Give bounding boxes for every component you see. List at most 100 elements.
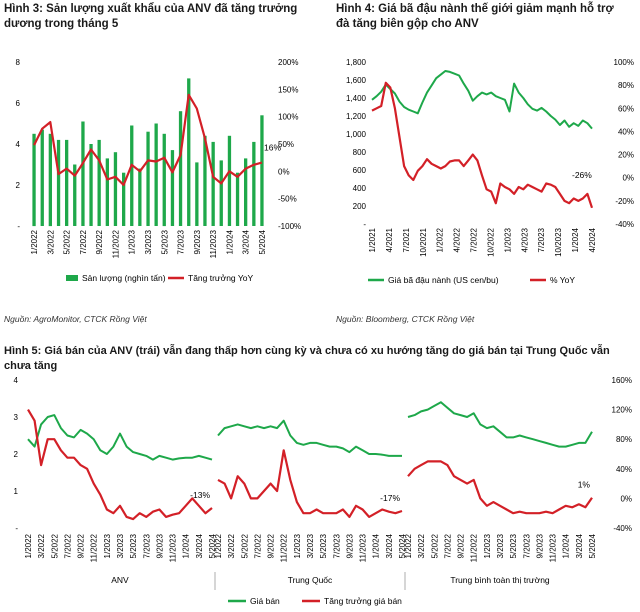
fig4-title: Hình 4: Giá bã đậu nành thế giới giảm mạ… xyxy=(336,3,614,30)
fig5-x-tick: 5/2024 xyxy=(398,533,407,558)
fig3-x-tick: 7/2023 xyxy=(177,229,186,254)
fig3-bar xyxy=(260,115,264,226)
fig4-left-tick: 1,600 xyxy=(346,76,367,85)
fig3-title: Hình 3: Sản lượng xuất khẩu của ANV đã t… xyxy=(4,3,298,30)
fig5-x-tick: 3/2024 xyxy=(195,533,204,558)
fig5-right-tick: 80% xyxy=(616,435,632,444)
fig5-x-tick: 1/2024 xyxy=(182,533,191,558)
fig3-x-tick: 11/2022 xyxy=(111,229,120,258)
fig4-x-tick: 10/2021 xyxy=(419,227,428,256)
fig5-x-tick: 3/2022 xyxy=(227,533,236,558)
fig3-right-tick: 100% xyxy=(278,113,298,122)
fig3-bar xyxy=(219,160,223,226)
fig3-bar xyxy=(40,129,44,226)
fig3-bar xyxy=(146,131,150,226)
fig3-x-tick: 9/2022 xyxy=(95,229,104,254)
fig5-x-tick: 11/2022 xyxy=(90,533,99,562)
fig5-x-tick: 11/2022 xyxy=(470,533,479,562)
fig3-bar xyxy=(130,125,134,226)
fig5-x-tick: 3/2024 xyxy=(385,533,394,558)
fig5-x-tick: 7/2023 xyxy=(142,533,151,558)
fig3-bar xyxy=(211,141,215,226)
fig5-left-tick: - xyxy=(15,524,18,533)
fig3-legend-bar-label: Sản lượng (nghìn tấn) xyxy=(82,273,166,283)
fig5-x-tick: 5/2024 xyxy=(208,533,217,558)
fig5-right-tick: -40% xyxy=(613,524,632,533)
fig4-left-tick: 1,200 xyxy=(346,112,367,121)
fig4-left-tick: 600 xyxy=(353,166,367,175)
fig4-legend-green-label: Giá bã đậu nành (US cen/bu) xyxy=(388,275,499,285)
fig4-price-line xyxy=(371,70,593,130)
fig4-left-tick: 200 xyxy=(353,202,367,211)
fig5-title: Hình 5: Giá bán của ANV (trái) vẫn đang … xyxy=(4,345,610,372)
fig5-left-tick: 1 xyxy=(14,487,19,496)
fig3-bar xyxy=(252,141,256,226)
fig5-x-tick: 5/2022 xyxy=(430,533,439,558)
fig5-x-tick: 9/2023 xyxy=(155,533,164,558)
fig5-x-tick: 1/2022 xyxy=(24,533,33,558)
fig5-x-tick: 3/2023 xyxy=(116,533,125,558)
fig5-x-tick: 9/2022 xyxy=(457,533,466,558)
fig5-x-tick: 5/2022 xyxy=(50,533,59,558)
fig4-x-tick: 1/2024 xyxy=(571,227,580,252)
fig3-x-tick: 5/2024 xyxy=(258,229,267,254)
fig4-right-tick: 100% xyxy=(614,58,634,67)
fig5-x-tick: 7/2023 xyxy=(332,533,341,558)
fig5-x-tick: 1/2023 xyxy=(483,533,492,558)
fig3-right-tick: -100% xyxy=(278,222,301,231)
fig3-legend-bar-swatch xyxy=(66,275,78,281)
fig5-x-tick: 7/2022 xyxy=(443,533,452,558)
fig3-bar xyxy=(227,135,232,226)
fig4-x-tick: 4/2021 xyxy=(385,227,394,252)
fig5-x-tick: 5/2023 xyxy=(129,533,138,558)
fig5-right-tick: 120% xyxy=(612,406,632,415)
fig3-bar xyxy=(162,133,166,227)
fig5-panel-label: Trung Quốc xyxy=(288,575,333,585)
fig5-panel-label: Trung bình toàn thị trường xyxy=(450,575,550,585)
fig4-legend-red-label: % YoY xyxy=(550,275,575,285)
fig4-source: Nguồn: Bloomberg, CTCK Rồng Việt xyxy=(336,314,475,324)
fig5-growth-line xyxy=(217,449,403,519)
fig5-x-tick: 9/2023 xyxy=(345,533,354,558)
fig3-bar xyxy=(48,133,52,227)
fig3-x-tick: 7/2022 xyxy=(79,229,88,254)
fig3-bar xyxy=(138,168,142,226)
fig5-price-line xyxy=(407,401,593,448)
fig3-bar xyxy=(65,139,69,226)
fig4-right-tick: 40% xyxy=(618,127,634,136)
fig5-x-tick: 7/2022 xyxy=(253,533,262,558)
fig3-right-tick: 150% xyxy=(278,85,298,94)
fig3-left-tick: - xyxy=(17,222,20,231)
fig3-left-tick: 8 xyxy=(16,58,21,67)
fig3-right-tick: 0% xyxy=(278,167,290,176)
fig5-x-tick: 1/2023 xyxy=(103,533,112,558)
fig3-x-tick: 1/2024 xyxy=(225,229,234,254)
fig5-right-tick: 0% xyxy=(620,494,632,503)
fig4-left-tick: 1,800 xyxy=(346,58,367,67)
fig5-x-tick: 11/2023 xyxy=(549,533,558,562)
fig3-legend-line-label: Tăng trưởng YoY xyxy=(188,273,253,283)
fig4-right-tick: 20% xyxy=(618,151,634,160)
fig4-left-tick: - xyxy=(363,220,366,229)
fig5-legend-red-label: Tăng trưởng giá bán xyxy=(324,596,402,606)
fig5-x-tick: 3/2023 xyxy=(496,533,505,558)
fig5-x-tick: 7/2022 xyxy=(63,533,72,558)
fig4-left-tick: 1,400 xyxy=(346,94,367,103)
fig3-right-tick: 200% xyxy=(278,58,298,67)
fig5-x-tick: 1/2024 xyxy=(562,533,571,558)
fig5-x-tick: 5/2024 xyxy=(588,533,597,558)
fig3-x-tick: 1/2022 xyxy=(30,229,39,254)
fig3-bar xyxy=(178,111,183,226)
fig5-x-tick: 3/2023 xyxy=(306,533,315,558)
fig3-source: Nguồn: AgroMonitor, CTCK Rồng Việt xyxy=(4,314,147,324)
fig5-x-tick: 11/2023 xyxy=(359,533,368,562)
fig4-x-tick: 4/2024 xyxy=(588,227,597,252)
fig3-bar xyxy=(32,133,36,227)
fig5-x-tick: 9/2022 xyxy=(267,533,276,558)
fig4-x-tick: 4/2022 xyxy=(453,227,462,252)
fig4-x-tick: 1/2021 xyxy=(368,227,377,252)
fig3-bar xyxy=(56,139,61,226)
fig5-price-line xyxy=(27,414,213,461)
fig4-x-tick: 7/2022 xyxy=(470,227,479,252)
fig3-bar xyxy=(235,172,240,226)
